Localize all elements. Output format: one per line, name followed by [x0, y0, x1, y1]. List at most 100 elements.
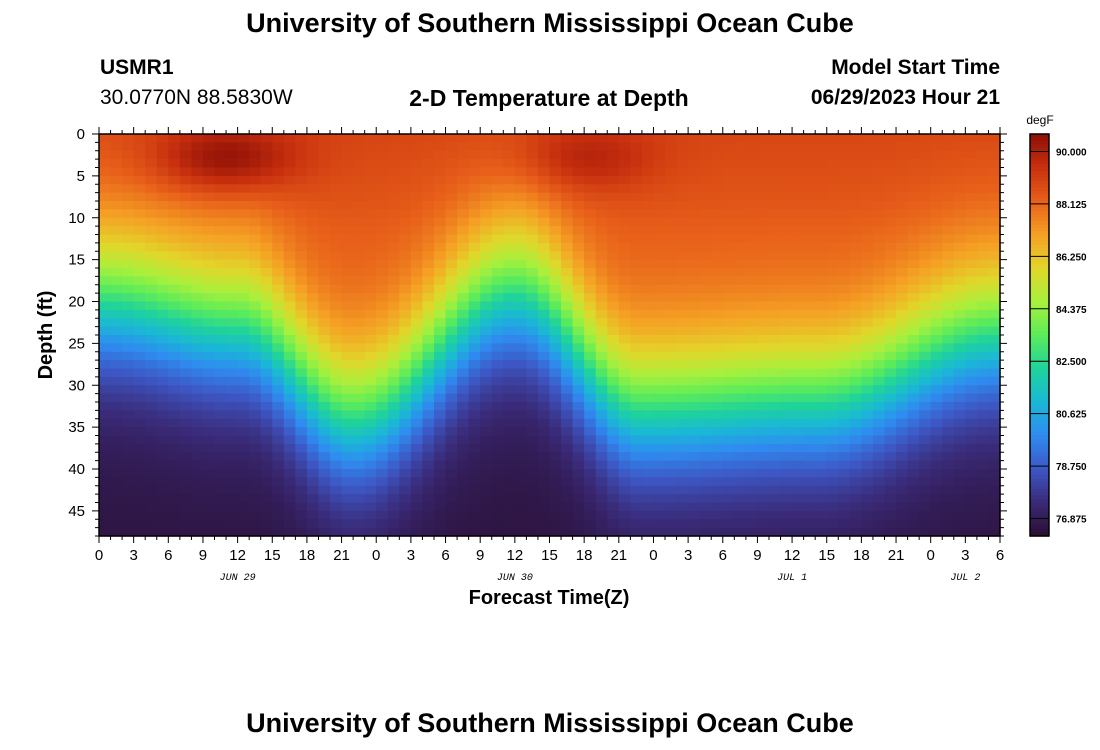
heatmap-cell: [133, 485, 146, 495]
heatmap-cell: [595, 175, 608, 185]
heatmap-cell: [237, 201, 250, 210]
heatmap-cell: [122, 142, 135, 152]
heatmap-cell: [907, 502, 920, 512]
heatmap-cell: [641, 485, 655, 495]
heatmap-cell: [768, 159, 782, 169]
heatmap-cell: [861, 134, 874, 143]
heatmap-cell: [884, 343, 897, 353]
heatmap-cell: [514, 418, 527, 428]
heatmap-cell: [965, 192, 978, 202]
heatmap-cell: [618, 242, 631, 252]
heatmap-cell: [179, 276, 193, 286]
colorbar-segment: [1030, 418, 1049, 423]
heatmap-cell: [480, 410, 493, 420]
heatmap-cell: [318, 159, 331, 169]
heatmap-cell: [618, 150, 631, 160]
heatmap-cell: [353, 410, 366, 420]
heatmap-cell: [676, 460, 689, 470]
heatmap-cell: [422, 293, 435, 303]
heatmap-cell: [214, 502, 227, 512]
heatmap-cell: [722, 251, 735, 261]
heatmap-cell: [214, 167, 227, 177]
heatmap-cell: [942, 192, 955, 202]
heatmap-cell: [595, 418, 608, 428]
heatmap-cell: [711, 234, 724, 244]
heatmap-cell: [595, 293, 608, 303]
heatmap-cell: [826, 226, 839, 236]
heatmap-cell: [168, 410, 181, 420]
heatmap-cell: [803, 376, 816, 386]
heatmap-cell: [249, 376, 262, 386]
heatmap-cell: [480, 494, 493, 504]
colorbar-segment: [1030, 237, 1049, 242]
heatmap-cell: [849, 494, 862, 504]
heatmap-cell: [457, 351, 470, 361]
heatmap-cell: [838, 150, 851, 160]
heatmap-cell: [930, 192, 943, 202]
heatmap-cell: [942, 376, 955, 386]
heatmap-cell: [202, 477, 216, 487]
heatmap-cell: [884, 360, 897, 370]
heatmap-cell: [699, 201, 712, 210]
heatmap-cell: [884, 201, 897, 210]
heatmap-cell: [930, 519, 943, 529]
heatmap-cell: [630, 443, 643, 453]
heatmap-cell: [734, 134, 747, 143]
heatmap-cell: [641, 167, 655, 177]
heatmap-cell: [641, 184, 655, 194]
heatmap-cell: [537, 276, 551, 286]
heatmap-cell: [260, 209, 273, 219]
heatmap-cell: [907, 201, 920, 210]
heatmap-cell: [688, 393, 701, 403]
heatmap-cell: [145, 201, 158, 210]
heatmap-cell: [214, 460, 227, 470]
heatmap-cell: [826, 510, 839, 520]
heatmap-cell: [133, 410, 146, 420]
heatmap-cell: [965, 326, 978, 336]
heatmap-cell: [433, 485, 447, 495]
heatmap-cell: [491, 268, 504, 277]
heatmap-cell: [607, 335, 620, 344]
heatmap-cell: [237, 376, 250, 386]
heatmap-cell: [584, 209, 597, 219]
heatmap-cell: [884, 368, 897, 378]
heatmap-cell: [295, 234, 308, 244]
heatmap-cell: [514, 142, 527, 152]
heatmap-cell: [480, 192, 493, 202]
station-coords: 30.0770N 88.5830W: [100, 86, 293, 109]
heatmap-cell: [768, 452, 782, 462]
colorbar-segment: [1030, 345, 1049, 349]
heatmap-cell: [907, 418, 920, 428]
heatmap-cell: [722, 402, 735, 411]
heatmap-cell: [410, 226, 424, 236]
heatmap-cell: [214, 360, 227, 370]
heatmap-cell: [757, 226, 770, 236]
heatmap-cell: [214, 217, 227, 227]
heatmap-cell: [607, 418, 620, 428]
heatmap-cell: [503, 259, 516, 269]
heatmap-cell: [202, 192, 216, 202]
heatmap-cell: [884, 276, 897, 286]
heatmap-cell: [965, 477, 978, 487]
heatmap-cell: [526, 335, 539, 344]
heatmap-cell: [503, 477, 516, 487]
colorbar-segment: [1030, 499, 1049, 504]
heatmap-cell: [803, 360, 816, 370]
heatmap-cell: [572, 309, 585, 319]
heatmap-cell: [907, 360, 920, 370]
colorbar-segment: [1030, 180, 1049, 185]
heatmap-cell: [318, 368, 331, 378]
heatmap-cell: [503, 276, 516, 286]
heatmap-cell: [179, 175, 193, 185]
heatmap-cell: [676, 284, 689, 294]
colorbar-segment: [1030, 308, 1049, 313]
colorbar-segment: [1030, 190, 1049, 195]
heatmap-cell: [145, 376, 158, 386]
heatmap-cell: [768, 217, 782, 227]
heatmap-cell: [618, 443, 631, 453]
heatmap-cell: [953, 452, 966, 462]
heatmap-cell: [226, 435, 239, 445]
heatmap-cell: [145, 443, 158, 453]
heatmap-cell: [399, 184, 412, 194]
heatmap-cell: [249, 259, 262, 269]
